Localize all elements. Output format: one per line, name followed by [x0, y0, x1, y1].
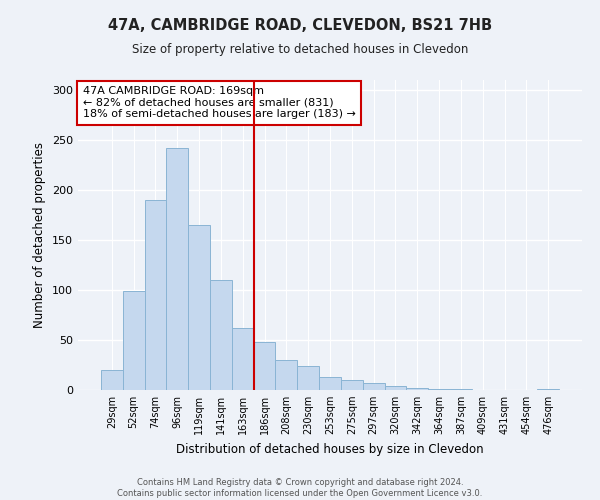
Y-axis label: Number of detached properties: Number of detached properties — [34, 142, 46, 328]
Bar — [123, 291, 145, 390]
Bar — [385, 386, 406, 390]
Text: Contains HM Land Registry data © Crown copyright and database right 2024.
Contai: Contains HM Land Registry data © Crown c… — [118, 478, 482, 498]
Bar — [450, 389, 472, 390]
X-axis label: Distribution of detached houses by size in Clevedon: Distribution of detached houses by size … — [176, 442, 484, 456]
Text: Size of property relative to detached houses in Clevedon: Size of property relative to detached ho… — [132, 42, 468, 56]
Bar — [254, 342, 275, 390]
Bar — [406, 388, 428, 390]
Bar — [188, 225, 210, 390]
Bar — [428, 389, 450, 390]
Bar — [537, 389, 559, 390]
Bar — [297, 366, 319, 390]
Bar — [319, 377, 341, 390]
Text: 47A CAMBRIDGE ROAD: 169sqm
← 82% of detached houses are smaller (831)
18% of sem: 47A CAMBRIDGE ROAD: 169sqm ← 82% of deta… — [83, 86, 356, 120]
Bar — [275, 360, 297, 390]
Bar — [166, 148, 188, 390]
Bar — [232, 328, 254, 390]
Bar — [341, 380, 363, 390]
Bar — [363, 383, 385, 390]
Bar — [210, 280, 232, 390]
Bar — [101, 370, 123, 390]
Bar — [145, 200, 166, 390]
Text: 47A, CAMBRIDGE ROAD, CLEVEDON, BS21 7HB: 47A, CAMBRIDGE ROAD, CLEVEDON, BS21 7HB — [108, 18, 492, 32]
